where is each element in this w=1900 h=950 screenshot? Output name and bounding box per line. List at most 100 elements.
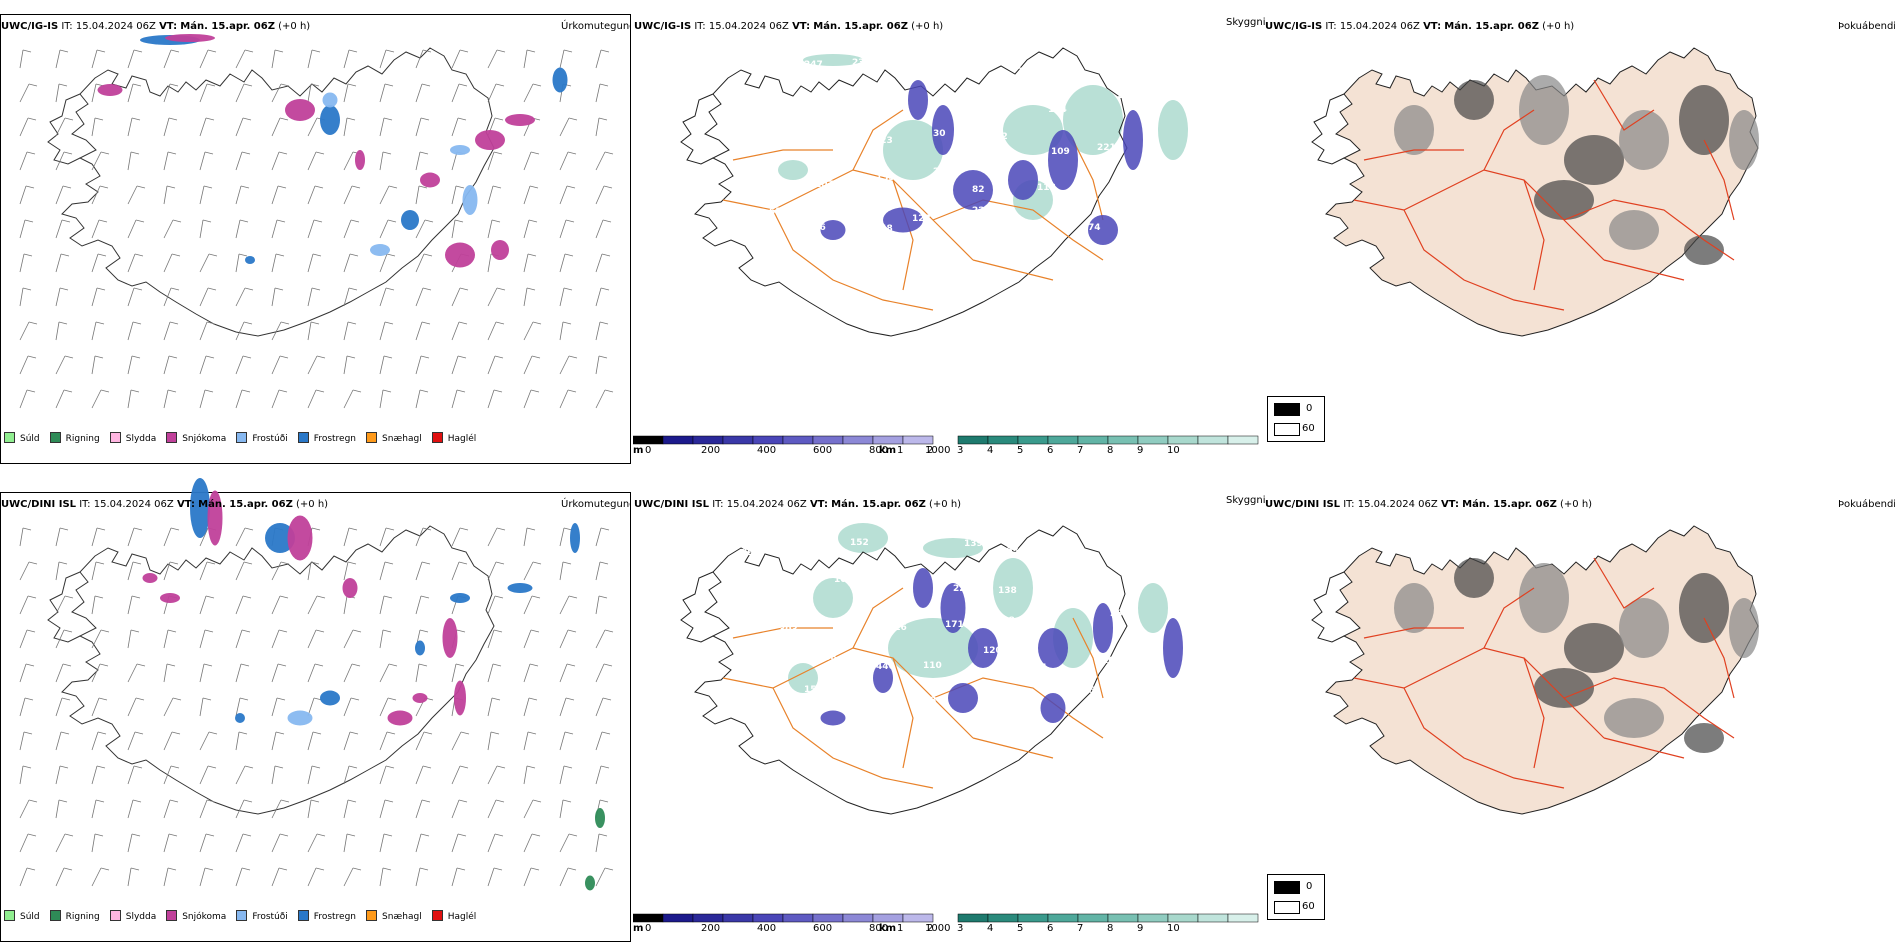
ceiling-value-label: 288: [1110, 609, 1129, 619]
road-network: [1353, 557, 1735, 789]
forecast-row: UWC/IG-IS IT: 15.04.2024 06Z VT: Mán. 15…: [0, 0, 1900, 472]
ceiling-value-label: 153: [804, 685, 823, 695]
it-label: IT:: [61, 21, 73, 32]
model-name: UWC/IG-IS: [1, 21, 59, 32]
legend-item: Rigning: [49, 910, 100, 922]
ceiling-value-label: 123: [874, 136, 893, 146]
legend-swatch: [109, 432, 121, 443]
fog-legend-low: 0: [1306, 881, 1313, 892]
iceland-outline: [680, 47, 1128, 337]
run-header: UWC/DINI ISL IT: 15.04.2024 06Z VT: Mán.…: [634, 499, 961, 510]
ceiling-value-label: 205: [756, 690, 775, 700]
ceiling-value-label: 11: [794, 105, 807, 115]
lead-offset: (+0 h): [911, 21, 944, 32]
ceiling-tick: 0: [645, 445, 652, 456]
legend-label: Snæhagl: [382, 434, 422, 444]
ceiling-value-label: 1: [1097, 170, 1103, 180]
ceiling-value-label: 227: [972, 206, 991, 216]
ceiling-value-label: 313: [778, 139, 797, 149]
ceiling-value-label: 124: [1048, 105, 1067, 115]
ceiling-value-label: 230: [852, 58, 871, 68]
ceiling-value-label: 15: [835, 622, 848, 632]
iceland-outline: [47, 47, 495, 337]
ceiling-value-label: 120: [983, 646, 1002, 656]
ceiling-value-label: 138: [818, 653, 837, 663]
cloud-ceiling-areas: [820, 568, 1183, 726]
ceiling-value-label: 132: [762, 184, 781, 194]
legend-label: Snjókoma: [182, 912, 227, 922]
visibility-tick: 6: [1047, 923, 1054, 934]
ceiling-unit: m: [633, 923, 644, 934]
visibility-tick: 1: [897, 445, 904, 456]
legend-swatch: [166, 432, 178, 443]
ceiling-value-label: 96: [792, 577, 805, 587]
it-label: IT:: [79, 499, 91, 510]
ceiling-value-label: 216: [888, 623, 907, 633]
visibility-tick: 10: [1167, 923, 1180, 934]
ceiling-value-label: 302: [739, 57, 758, 67]
legend-label: Slydda: [125, 434, 157, 444]
legend-label: Snæhagl: [382, 912, 422, 922]
ceiling-value-label: 122: [1061, 548, 1080, 558]
vt-label: VT:: [1423, 21, 1442, 32]
ceiling-value-label: 251: [952, 62, 971, 72]
visibility-tick: 4: [987, 923, 994, 934]
ceiling-tick: 1000: [925, 445, 951, 456]
ceiling-value-label: 135: [876, 173, 895, 183]
visibility-unit: km: [879, 445, 897, 456]
ceiling-labels: 896 168 152 246 139 163 122 16 96 103 90 222 138 180 2…: [741, 534, 1129, 707]
legend-swatch: [4, 910, 15, 921]
model-name: UWC/DINI ISL: [634, 499, 710, 510]
road-network: [722, 109, 1104, 311]
visibility-unit: km: [879, 923, 897, 934]
visibility-tick: 7: [1077, 923, 1084, 934]
ceiling-value-label: 41: [847, 94, 860, 104]
visibility-tick: 6: [1047, 445, 1054, 456]
legend-swatch: [431, 432, 443, 443]
fog-shading: [1394, 558, 1759, 753]
it-value: 15.04.2024 06Z: [1339, 21, 1420, 32]
ceiling-value-label: 30: [933, 129, 946, 139]
ceiling-value-label: 103: [834, 575, 853, 585]
ceiling-value-label: 104: [1102, 656, 1121, 666]
ceiling-colorbar-swatches: [633, 435, 934, 445]
visibility-colorbar-swatches: [957, 435, 1259, 445]
ceiling-value-label: 63: [769, 207, 782, 217]
vt-value: Mán. 15.apr. 06Z: [831, 499, 926, 510]
legend-label: Frostúði: [252, 912, 288, 922]
ceiling-value-label: 257: [1117, 91, 1136, 101]
visibility-map: 896 168 152 246 139 163 122 16 96 103 90 222 138 180 2…: [633, 523, 1259, 923]
ceiling-value-label: 76: [869, 697, 882, 707]
visibility-tick: 2: [927, 923, 934, 934]
ceiling-tick: 200: [701, 923, 721, 934]
vt-value: Mán. 15.apr. 06Z: [813, 21, 908, 32]
ceiling-value-label: 148: [874, 224, 893, 234]
legend-label: Snjókoma: [182, 434, 227, 444]
visibility-tick: 3: [957, 445, 964, 456]
fog-legend-high: 60: [1302, 423, 1315, 434]
legend-item: Súld: [4, 910, 40, 922]
vt-label: VT:: [176, 499, 195, 510]
legend-item: Snjókoma: [166, 432, 226, 444]
precip-type-panel: UWC/DINI ISL IT: 15.04.2024 06Z VT: Mán.…: [0, 478, 631, 943]
panel-frame: [0, 14, 631, 464]
lead-offset: (+0 h): [1560, 499, 1593, 510]
ceiling-tick: 400: [757, 923, 777, 934]
legend-label: Frostregn: [313, 434, 357, 444]
ceiling-value-label: 110: [923, 661, 942, 671]
legend-swatch: [109, 910, 121, 921]
iceland-outline: [47, 525, 495, 815]
ceiling-value-label: 896: [741, 548, 760, 558]
visibility-colorbar-swatches: [957, 913, 1259, 923]
ceiling-value-label: 171: [945, 620, 964, 630]
ceiling-value-label: 123: [912, 214, 931, 224]
visibility-tick: 7: [1077, 445, 1084, 456]
panel-title: Skyggni: [1226, 495, 1266, 506]
run-header: UWC/DINI ISL IT: 15.04.2024 06Z VT: Mán.…: [1265, 499, 1592, 510]
ceiling-tick: 0: [645, 923, 652, 934]
fog-index-map: [1311, 47, 1759, 337]
fog-legend-high: 60: [1302, 901, 1315, 912]
legend-swatch: [49, 910, 61, 921]
legend-label: Haglél: [447, 434, 477, 444]
wind-barbs: [19, 49, 614, 409]
